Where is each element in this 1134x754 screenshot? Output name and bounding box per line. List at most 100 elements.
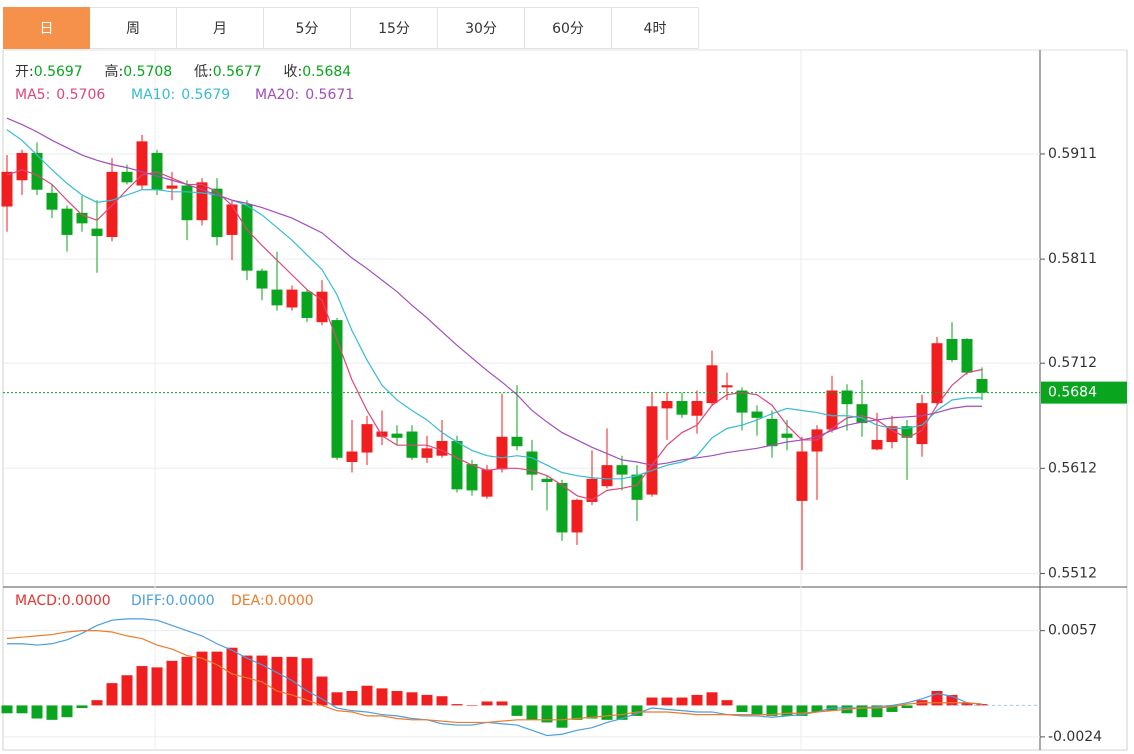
ohlc-item: 收:0.5684 xyxy=(284,64,352,80)
macd-bar xyxy=(331,692,343,706)
candle-body xyxy=(541,478,553,482)
candle-body xyxy=(886,426,898,443)
macd-bar xyxy=(571,705,583,720)
y-tick-label: 0.5811 xyxy=(1048,251,1097,267)
macd-bar xyxy=(16,705,28,714)
ma-line xyxy=(6,129,982,480)
candle-body xyxy=(781,433,793,438)
macd-bar xyxy=(61,705,73,718)
candle-body xyxy=(961,339,973,373)
macd-sep: : xyxy=(57,593,62,609)
candle-body xyxy=(631,474,643,500)
ma-name: MA10 xyxy=(131,87,170,103)
macd-bar xyxy=(481,701,493,706)
period-tab[interactable]: 日 xyxy=(3,7,90,49)
ma-legend: MA10: 0.5679 xyxy=(131,87,230,103)
candle-body xyxy=(331,320,343,458)
macd-bar xyxy=(616,705,628,720)
ma-legend: MA5: 0.5706 xyxy=(15,87,105,103)
macd-name: DEA xyxy=(231,593,261,609)
macd-bar xyxy=(31,705,43,719)
macd-bar xyxy=(736,705,748,712)
ohlc-value: 0.5697 xyxy=(34,64,83,80)
macd-bar xyxy=(121,675,133,706)
last-price-box xyxy=(1041,381,1127,404)
macd-name: MACD xyxy=(15,593,57,609)
macd-bar xyxy=(76,705,88,709)
macd-bar xyxy=(526,705,538,720)
macd-bar xyxy=(856,705,868,718)
macd-bar xyxy=(946,694,958,706)
macd-value: 0.0000 xyxy=(265,593,314,609)
ohlc-item: 低:0.5677 xyxy=(194,64,262,80)
candle-body xyxy=(196,182,208,221)
macd-bar xyxy=(796,705,808,716)
period-tab[interactable]: 月 xyxy=(177,7,264,49)
ohlc-label: 开: xyxy=(15,64,34,80)
y-tick-label: 0.5512 xyxy=(1048,565,1097,581)
macd-bar xyxy=(601,705,613,720)
macd-value: 0.0000 xyxy=(166,593,215,609)
candle-body xyxy=(211,188,223,238)
macd-bar xyxy=(511,705,523,716)
candle-body xyxy=(421,448,433,458)
macd-legend: DEA:0.0000 xyxy=(231,593,314,609)
macd-bar xyxy=(751,705,763,715)
period-tab[interactable]: 30分 xyxy=(438,7,525,49)
candle-body xyxy=(121,171,133,183)
macd-bar xyxy=(136,666,148,706)
macd-bar xyxy=(211,651,223,706)
ma-line xyxy=(6,169,983,501)
candle-body xyxy=(511,436,523,447)
macd-bar xyxy=(661,697,673,706)
period-tab[interactable]: 周 xyxy=(90,7,177,49)
macd-bar xyxy=(1,705,13,714)
ma-value: 0.5679 xyxy=(181,87,230,103)
macd-bar xyxy=(316,676,328,706)
ma-value: 0.5706 xyxy=(56,87,105,103)
period-tab[interactable]: 60分 xyxy=(525,7,612,49)
macd-bar xyxy=(781,705,793,716)
macd-bar xyxy=(586,705,598,719)
macd-sep: : xyxy=(260,593,265,609)
macd-bar xyxy=(376,688,388,706)
candle-body xyxy=(946,339,958,361)
macd-bar xyxy=(631,705,643,716)
ohlc-item: 开:0.5697 xyxy=(15,64,83,80)
period-tab[interactable]: 15分 xyxy=(351,7,438,49)
ohlc-item: 高:0.5708 xyxy=(105,63,173,80)
candle-body xyxy=(721,385,733,388)
candle-body xyxy=(76,212,88,224)
macd-bar xyxy=(451,704,463,706)
ma-name: MA5 xyxy=(15,87,46,103)
candle-body xyxy=(736,390,748,413)
macd-bar xyxy=(361,685,373,706)
candle-body xyxy=(871,439,883,450)
ohlc-label: 高: xyxy=(105,63,124,80)
candle-body xyxy=(91,228,103,236)
candle-body xyxy=(376,431,388,437)
ohlc-value: 0.5708 xyxy=(123,64,172,80)
candle-body xyxy=(346,451,358,462)
y-tick-label: 0.5911 xyxy=(1048,146,1097,162)
macd-bar xyxy=(241,655,253,706)
candle-body xyxy=(841,390,853,405)
macd-bar xyxy=(706,692,718,706)
candle-body xyxy=(586,478,598,502)
candle-body xyxy=(676,401,688,415)
candle-body xyxy=(226,204,238,235)
period-tab[interactable]: 4时 xyxy=(612,7,699,49)
macd-bar xyxy=(346,690,358,706)
macd-bar xyxy=(391,690,403,706)
candle-body xyxy=(916,403,928,445)
tab-bar: 日周月 5分 15分 30分 60分 4时 xyxy=(3,7,699,50)
period-tab[interactable]: 5分 xyxy=(264,7,351,49)
candle-body xyxy=(31,152,43,190)
macd-bar xyxy=(301,658,313,706)
macd-legend: MACD:0.0000 xyxy=(15,593,111,609)
candle-body xyxy=(436,440,448,456)
candle-body xyxy=(601,465,613,487)
macd-bar xyxy=(931,690,943,706)
candle-body xyxy=(466,464,478,491)
macd-bar xyxy=(406,692,418,706)
